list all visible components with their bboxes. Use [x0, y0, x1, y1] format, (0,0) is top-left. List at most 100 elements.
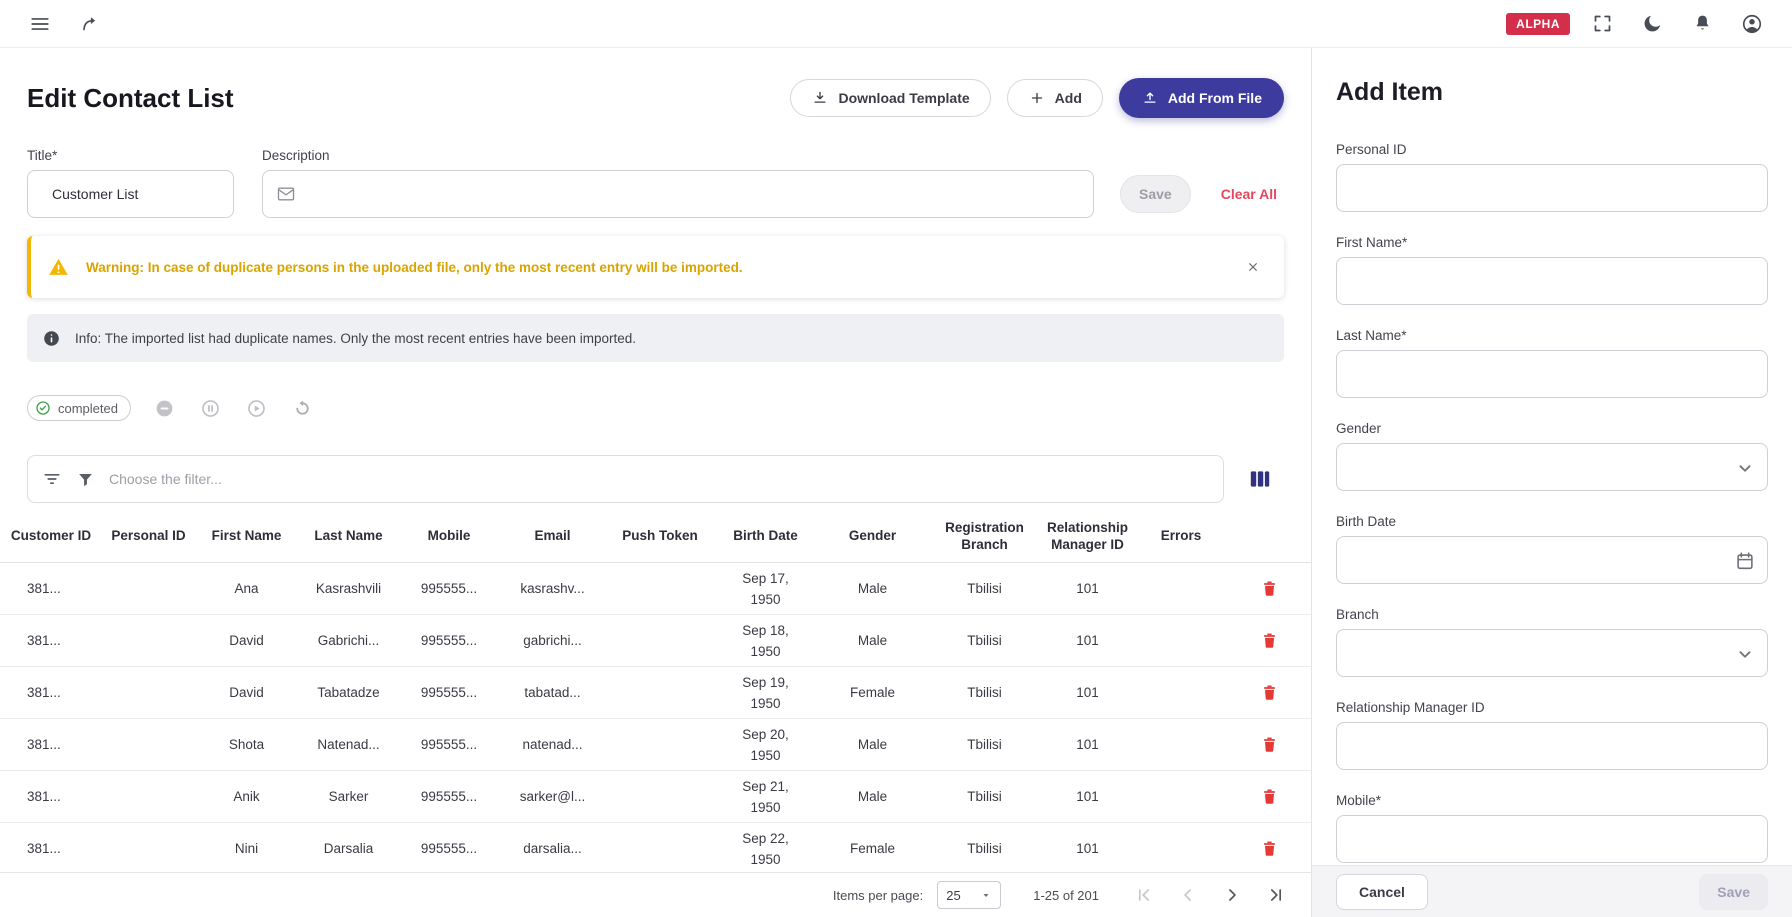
personal-id-input[interactable] [1336, 164, 1768, 212]
first-name-input[interactable] [1336, 257, 1768, 305]
add-from-file-button[interactable]: Add From File [1118, 78, 1284, 118]
personal-id-text-input[interactable] [1350, 180, 1754, 196]
cell-email: kasrashv... [520, 581, 585, 596]
cell-actions [1228, 833, 1311, 865]
bell-icon [1696, 15, 1708, 30]
cell-gender: Female [849, 685, 895, 700]
mobile-text-input[interactable] [1350, 831, 1754, 847]
birth-date-text-input[interactable] [1350, 552, 1754, 568]
delete-row-button[interactable] [1254, 573, 1286, 605]
calendar-icon [1737, 552, 1753, 570]
birth-date-input[interactable] [1336, 536, 1768, 584]
cell-actions [1228, 573, 1311, 605]
status-label: completed [58, 400, 118, 416]
column-header-mobile: Mobile [427, 528, 471, 543]
description-input[interactable] [307, 186, 1080, 202]
table-body: 381... Ana Kasrashvili 995555... kasrashv...… [0, 563, 1311, 872]
redo-icon [83, 16, 96, 30]
field-label-last-name: Last Name* [1336, 328, 1407, 343]
dark-mode-button[interactable] [1634, 6, 1670, 42]
cell-first-name: David [229, 633, 264, 648]
cancel-button[interactable]: Cancel [1336, 873, 1428, 910]
replay-button[interactable] [291, 396, 315, 420]
first-name-text-input[interactable] [1350, 273, 1754, 289]
fullscreen-button[interactable] [1584, 6, 1620, 42]
last-page-button[interactable] [1259, 878, 1293, 912]
cell-email: natenad... [522, 737, 583, 752]
last-name-text-input[interactable] [1350, 366, 1754, 382]
field-label-mobile: Mobile* [1336, 793, 1382, 808]
menu-button[interactable] [22, 6, 58, 42]
redo-button[interactable] [72, 6, 108, 42]
status-badge: completed [27, 395, 131, 421]
table-row: 381... David Tabatadze 995555... tabatad... S… [0, 667, 1311, 719]
cell-registration-branch: Tbilisi [967, 633, 1002, 648]
cell-last-name: Sarker [328, 789, 369, 804]
play-icon [248, 399, 266, 417]
filter-input[interactable] [109, 471, 1209, 487]
cell-registration-branch: Tbilisi [967, 841, 1002, 856]
field-label-birth-date: Birth Date [1336, 514, 1397, 529]
first-page-button[interactable] [1127, 878, 1161, 912]
items-per-page-label: Items per page: [832, 887, 924, 903]
next-page-button[interactable] [1215, 878, 1249, 912]
mobile-input[interactable] [1336, 815, 1768, 863]
last-name-input[interactable] [1336, 350, 1768, 398]
relationship-manager-id-text-input[interactable] [1350, 738, 1754, 754]
cell-birth-date: Sep 18, 1950 [742, 622, 789, 659]
delete-row-button[interactable] [1254, 781, 1286, 813]
cell-mobile: 995555... [420, 841, 478, 856]
cell-customer-id: 381... [27, 789, 61, 804]
items-per-page-select[interactable]: 25 [937, 881, 1002, 909]
notifications-button[interactable] [1684, 6, 1720, 42]
info-icon [44, 330, 59, 346]
title-input[interactable] [52, 186, 233, 202]
panel-save-button[interactable]: Save [1699, 873, 1768, 910]
warning-message: Warning: In case of duplicate persons in… [86, 259, 743, 275]
warning-banner: Warning: In case of duplicate persons in… [27, 236, 1284, 298]
cell-customer-id: 381... [27, 633, 61, 648]
cell-email: darsalia... [523, 841, 582, 856]
prev-page-button[interactable] [1171, 878, 1205, 912]
column-header-first-name: First Name [211, 528, 282, 543]
columns-button[interactable] [1236, 456, 1284, 502]
cell-email: tabatad... [524, 685, 581, 700]
pause-button[interactable] [199, 396, 223, 420]
panel-field-first-name: First Name* [1336, 235, 1768, 305]
column-header-personal-id: Personal ID [111, 528, 186, 543]
gender-input[interactable] [1336, 443, 1768, 491]
add-from-file-label: Add From File [1167, 90, 1262, 106]
panel-field-branch: Branch [1336, 607, 1768, 677]
delete-row-button[interactable] [1254, 677, 1286, 709]
relationship-manager-id-input[interactable] [1336, 722, 1768, 770]
panel-footer: Cancel Save [1312, 865, 1792, 917]
table-row: 381... Nini Darsalia 995555... darsalia... Se… [0, 823, 1311, 872]
chevron-right-icon [1229, 889, 1236, 901]
download-template-button[interactable]: Download Template [790, 79, 991, 117]
delete-row-button[interactable] [1254, 833, 1286, 865]
column-header-registration-branch: Registration Branch [945, 519, 1024, 552]
pagination-bar: Items per page: 25 1-25 of 201 [0, 872, 1311, 917]
cell-first-name: Ana [234, 581, 259, 596]
account-button[interactable] [1734, 6, 1770, 42]
dismiss-warning-button[interactable] [1238, 252, 1268, 282]
branch-input[interactable] [1336, 629, 1768, 677]
delete-row-button[interactable] [1254, 625, 1286, 657]
panel-title: Add Item [1336, 78, 1443, 106]
chevron-down-icon [1739, 465, 1751, 472]
mail-icon [277, 187, 295, 201]
save-button[interactable]: Save [1120, 175, 1191, 213]
clear-all-button[interactable]: Clear All [1220, 186, 1277, 202]
last-page-icon [1271, 889, 1281, 901]
stop-button[interactable] [153, 396, 177, 420]
cell-birth-date: Sep 21, 1950 [742, 778, 789, 815]
trash-icon [1263, 685, 1276, 700]
play-button[interactable] [245, 396, 269, 420]
column-header-errors: Errors [1160, 528, 1202, 543]
cell-registration-branch: Tbilisi [967, 789, 1002, 804]
delete-row-button[interactable] [1254, 729, 1286, 761]
add-button[interactable]: Add [1006, 79, 1103, 117]
upload-icon [1144, 92, 1156, 103]
chevron-left-icon [1184, 889, 1191, 901]
cell-customer-id: 381... [27, 685, 61, 700]
